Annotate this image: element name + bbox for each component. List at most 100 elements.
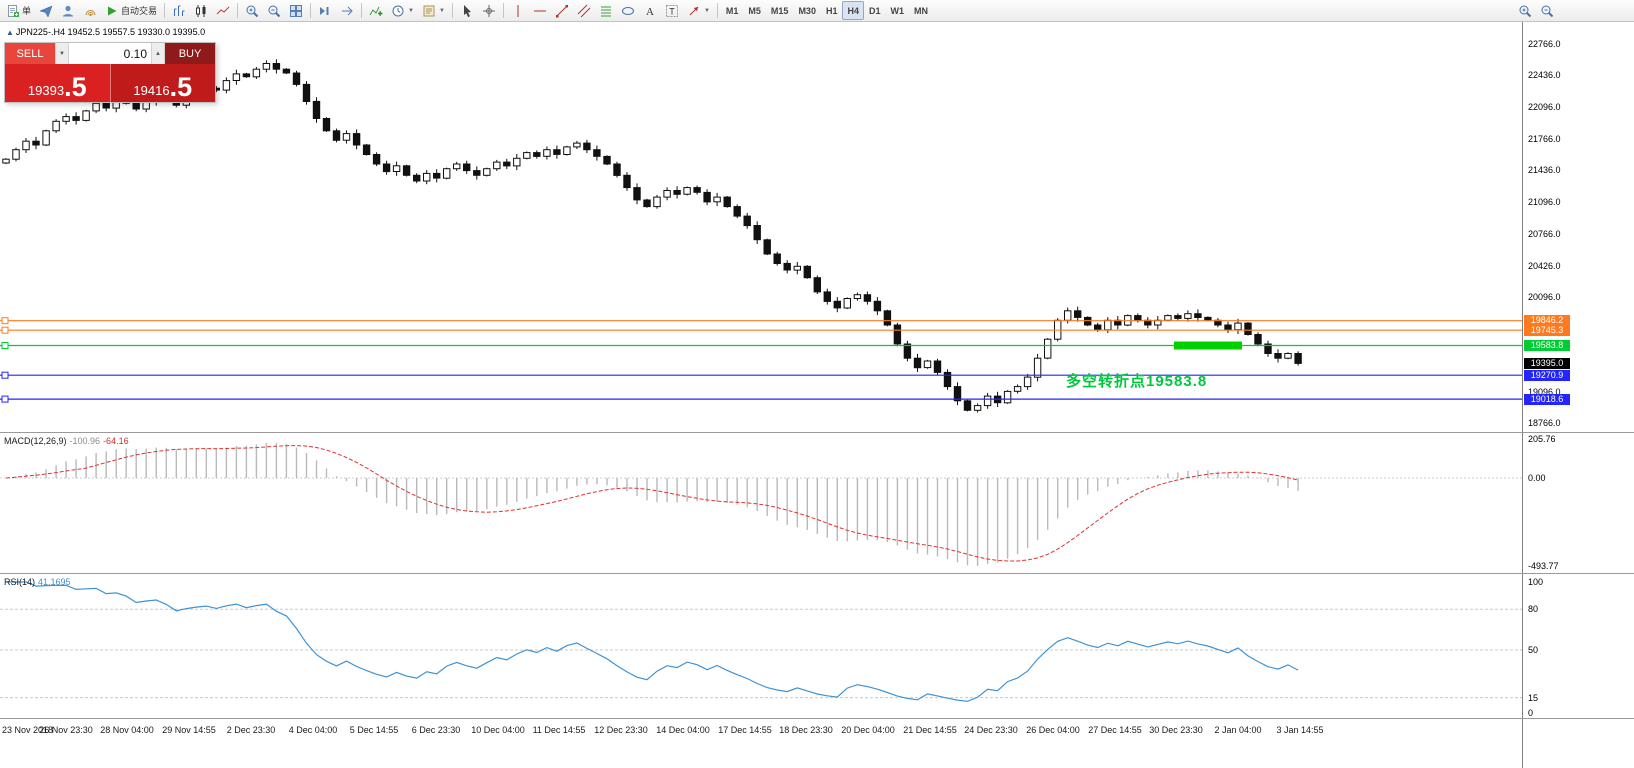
macd-axis: 205.76 0.00 -493.77: [1522, 433, 1634, 573]
tf-h4-button-label: H4: [847, 5, 859, 16]
shapes-button[interactable]: [617, 1, 639, 20]
crosshair-button[interactable]: [478, 1, 500, 20]
time-label: 14 Dec 04:00: [656, 725, 710, 735]
rsi-plot[interactable]: [0, 574, 1522, 718]
price-line-tag: 19846.2: [1524, 315, 1570, 326]
auto-scroll-button[interactable]: [314, 1, 336, 20]
text-button[interactable]: A: [639, 1, 661, 20]
toolbar: 单 自动交易 ▼ ▼ A T ▼ M1 M5 M15 M30 H1 H4 D1 W1 MN: [0, 0, 1634, 22]
send-icon: [39, 5, 53, 18]
time-label: 6 Dec 23:30: [411, 725, 461, 735]
autotrading-button[interactable]: 自动交易: [101, 1, 161, 20]
chart-window: 22766.0 22436.0 22096.0 21766.0 21436.0 21096…: [0, 22, 1634, 768]
time-label: 18 Dec 23:30: [779, 725, 833, 735]
toolbar-separator: [164, 3, 166, 18]
zoom-in-right-button[interactable]: [1514, 2, 1536, 21]
time-label: 26 Nov 23:30: [39, 725, 93, 735]
tf-w1-button[interactable]: W1: [886, 1, 910, 20]
tf-mn-button-label: MN: [914, 5, 928, 16]
chart-shift-button[interactable]: [336, 1, 358, 20]
line-anchor-marker[interactable]: [1, 371, 9, 379]
sell-price-button[interactable]: 19393 .5: [5, 64, 110, 102]
tile-windows-button[interactable]: [285, 1, 307, 20]
zoom-out-right-icon: [1541, 5, 1554, 18]
sell-price-frac: .5: [64, 72, 87, 102]
label-button[interactable]: T: [661, 1, 683, 20]
candlestick-chart-button[interactable]: [190, 1, 212, 20]
profile-button[interactable]: [57, 1, 79, 20]
price-chart-plot[interactable]: [0, 22, 1522, 432]
rsi-panel: 100 80 50 15 0 RSI(14) 41.1695: [0, 573, 1634, 718]
tf-m5-button[interactable]: M5: [743, 1, 766, 20]
new-order-button-label: 单: [22, 6, 32, 16]
signal-button[interactable]: [79, 1, 101, 20]
indicators-icon: [369, 6, 383, 16]
chart-shift-icon: [342, 6, 353, 15]
rsi-tick: 100: [1528, 577, 1544, 587]
vertical-line-button[interactable]: [507, 1, 529, 20]
macd-plot[interactable]: [0, 433, 1522, 573]
profile-icon: [63, 5, 74, 16]
bar-chart-button[interactable]: [168, 1, 190, 20]
fibonacci-button[interactable]: [595, 1, 617, 20]
tf-h1-button[interactable]: H1: [821, 1, 843, 20]
horizontal-line-icon: [533, 10, 546, 11]
periods-button[interactable]: ▼: [387, 1, 418, 20]
sell-button[interactable]: SELL: [5, 43, 55, 64]
toolbar-separator: [361, 3, 363, 18]
volume-down-button[interactable]: ▼: [55, 43, 69, 64]
line-anchor-marker[interactable]: [1, 317, 9, 325]
macd-tick: 0.00: [1528, 473, 1546, 483]
time-label: 23 Nov 2018: [2, 725, 54, 735]
tf-mn-button[interactable]: MN: [909, 1, 933, 20]
cursor-button[interactable]: [456, 1, 478, 20]
candlestick-chart-icon: [196, 4, 206, 17]
rsi-label: RSI(14) 41.1695: [4, 577, 71, 587]
price-tick: 22436.0: [1528, 70, 1561, 80]
toolbar-separator: [237, 3, 239, 18]
indicators-button[interactable]: [365, 1, 387, 20]
buy-button[interactable]: BUY: [165, 43, 215, 64]
arrows-button[interactable]: ▼: [683, 1, 714, 20]
trendline-button[interactable]: [551, 1, 573, 20]
tf-h4-button[interactable]: H4: [842, 1, 864, 20]
horizontal-line-button[interactable]: [529, 1, 551, 20]
zoom-in-button[interactable]: [241, 1, 263, 20]
price-tick: 22096.0: [1528, 102, 1561, 112]
tf-h1-button-label: H1: [825, 5, 838, 16]
line-anchor-marker[interactable]: [1, 326, 9, 334]
send-button[interactable]: [35, 1, 57, 20]
buy-price-button[interactable]: 19416 .5: [109, 64, 215, 102]
tf-d1-button[interactable]: D1: [864, 1, 886, 20]
tf-m30-button[interactable]: M30: [793, 1, 821, 20]
tf-m15-button[interactable]: M15: [766, 1, 794, 20]
time-label: 29 Nov 14:55: [162, 725, 216, 735]
new-order-button[interactable]: 单: [2, 1, 35, 20]
time-label: 28 Nov 04:00: [100, 725, 154, 735]
price-axis[interactable]: 22766.0 22436.0 22096.0 21766.0 21436.0 21096…: [1522, 22, 1634, 432]
tf-m1-button[interactable]: M1: [721, 1, 744, 20]
candle-bodies: [2, 63, 1302, 411]
price-tick: 21096.0: [1528, 197, 1561, 207]
svg-text:T: T: [669, 6, 675, 16]
line-anchor-marker[interactable]: [1, 395, 9, 403]
zoom-out-button[interactable]: [263, 1, 285, 20]
volume-up-button[interactable]: ▲: [151, 43, 165, 64]
templates-button[interactable]: ▼: [418, 1, 449, 20]
price-tick: 20426.0: [1528, 261, 1561, 271]
rsi-axis: 100 80 50 15 0: [1522, 574, 1634, 718]
time-axis[interactable]: 23 Nov 2018 26 Nov 23:30 28 Nov 04:00 29 No…: [0, 718, 1634, 768]
channel-button[interactable]: [573, 1, 595, 20]
tile-windows-icon: [290, 4, 303, 17]
turning-point-segment: [1173, 341, 1242, 350]
line-anchor-marker[interactable]: [1, 342, 9, 349]
price-line-tag: 19745.3: [1524, 325, 1570, 336]
toolbar-items: 单 自动交易 ▼ ▼ A T ▼ M1 M5 M15 M30 H1 H4 D1 W1 MN: [2, 0, 933, 21]
time-label: 3 Jan 14:55: [1276, 725, 1324, 735]
chart-icon: ▲: [6, 28, 14, 37]
time-label: 20 Dec 04:00: [841, 725, 895, 735]
line-chart-button[interactable]: [212, 1, 234, 20]
volume-input[interactable]: [69, 43, 151, 64]
zoom-out-right-button[interactable]: [1536, 2, 1558, 21]
tf-m1-button-label: M1: [725, 5, 739, 16]
